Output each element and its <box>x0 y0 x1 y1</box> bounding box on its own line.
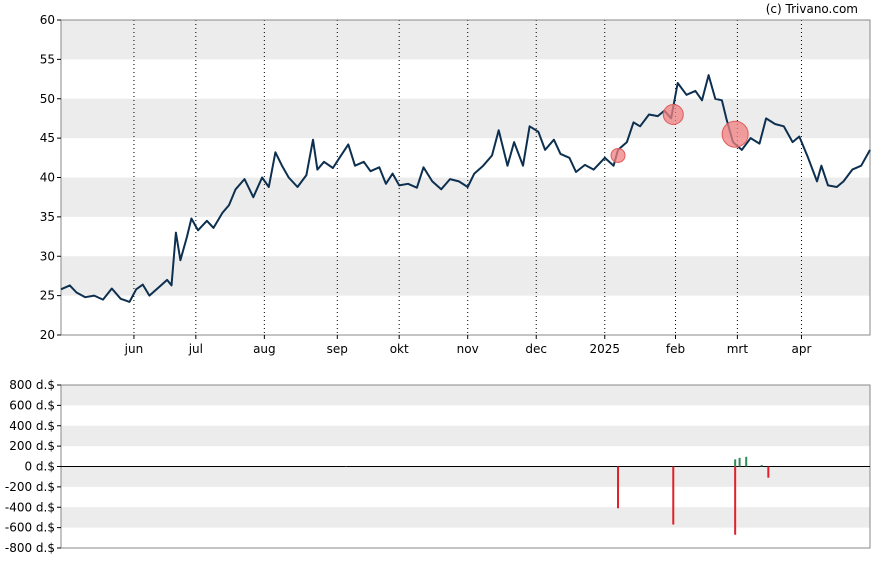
y-tick-label: 600 d.$ <box>9 398 55 412</box>
volume-grid-band <box>61 507 870 528</box>
x-tick-label: nov <box>457 342 479 356</box>
y-tick-label: 200 d.$ <box>9 439 55 453</box>
x-tick-label: jun <box>124 342 144 356</box>
y-tick-label: -800 d.$ <box>5 541 55 555</box>
x-tick-label: apr <box>792 342 812 356</box>
price-grid-band <box>61 256 870 296</box>
volume-panel: 800 d.$ 600 d.$ 400 d.$ 200 d.$ 0 d.$ -200 d.… <box>5 378 871 555</box>
price-grid-band <box>61 20 870 60</box>
event-marker <box>721 120 749 148</box>
x-tick-label: mrt <box>727 342 749 356</box>
y-tick-label: -400 d.$ <box>5 500 55 514</box>
y-tick-label: -200 d.$ <box>5 480 55 494</box>
y-tick-label: 55 <box>40 52 55 66</box>
volume-bars <box>345 456 770 535</box>
volume-grid-band <box>61 385 870 406</box>
x-tick-label: dec <box>525 342 547 356</box>
x-tick-label: sep <box>327 342 348 356</box>
price-grid-band <box>61 98 870 139</box>
y-tick-label: 45 <box>40 131 55 145</box>
y-tick-label: 30 <box>40 249 55 263</box>
y-tick-label: 40 <box>40 171 55 185</box>
x-tick-label: jul <box>188 342 203 356</box>
y-tick-label: 25 <box>40 289 55 303</box>
y-tick-label: 400 d.$ <box>9 419 55 433</box>
y-tick-label: 60 <box>40 13 55 27</box>
x-tick-label: aug <box>253 342 276 356</box>
volume-grid-band <box>61 466 870 487</box>
price-grid-bands <box>61 20 870 296</box>
y-tick-label: 20 <box>40 328 55 342</box>
event-marker <box>610 147 626 163</box>
y-tick-label: 50 <box>40 92 55 106</box>
x-axis-labels: jun jul aug sep okt nov dec 2025 feb mrt apr <box>124 335 812 356</box>
event-marker <box>662 104 684 125</box>
volume-y-axis: 800 d.$ 600 d.$ 400 d.$ 200 d.$ 0 d.$ -200 d.… <box>5 378 61 555</box>
y-tick-label: 800 d.$ <box>9 378 55 392</box>
x-tick-label: okt <box>390 342 409 356</box>
price-event-markers <box>610 104 749 163</box>
y-tick-label: 0 d.$ <box>24 460 55 474</box>
x-tick-label: feb <box>666 342 685 356</box>
volume-grid-bands <box>61 385 870 528</box>
x-tick-label: 2025 <box>589 342 620 356</box>
price-grid-band <box>61 177 870 217</box>
volume-grid-band <box>61 425 870 447</box>
y-tick-label: 35 <box>40 210 55 224</box>
price-y-axis: 20 25 30 35 40 45 50 55 60 <box>40 13 61 342</box>
credit-text: (c) Trivano.com <box>766 2 858 16</box>
price-month-gridlines <box>133 20 802 335</box>
y-tick-label: -600 d.$ <box>5 521 55 535</box>
